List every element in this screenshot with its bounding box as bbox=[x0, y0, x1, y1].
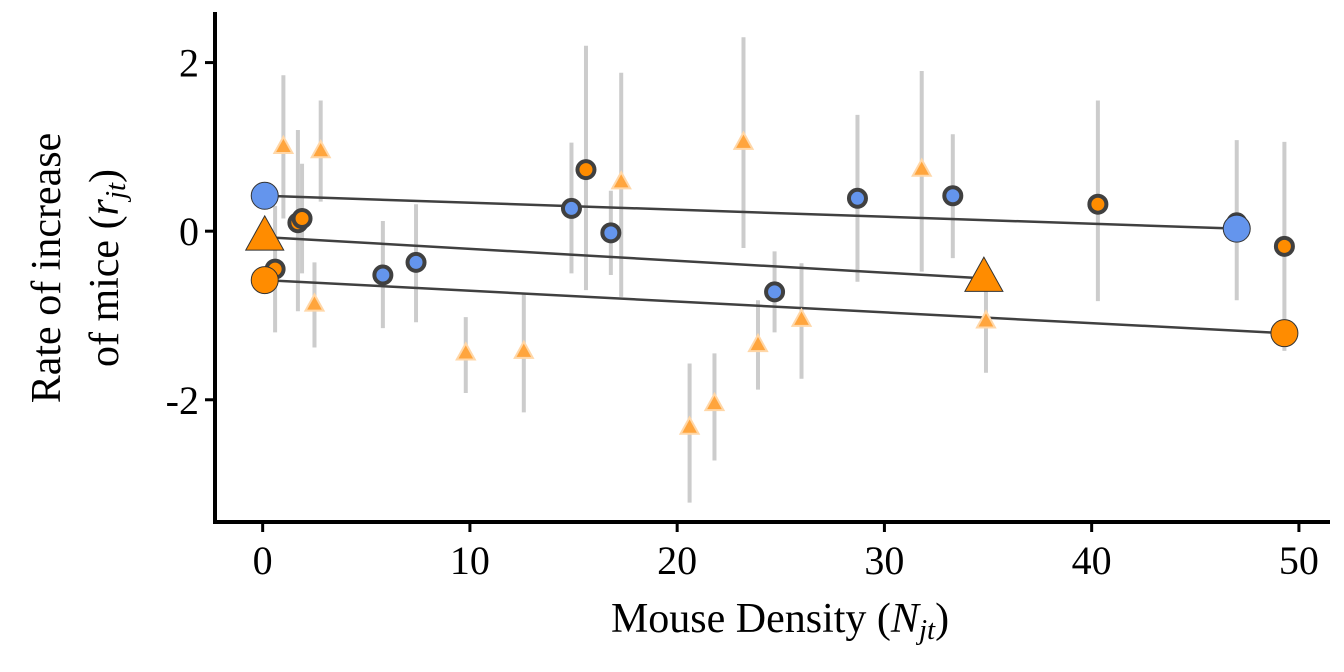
fit-endpoint-orange-circle-1 bbox=[1270, 319, 1299, 348]
point-orange-circles-3 bbox=[575, 159, 597, 181]
point-orange-triangles-0 bbox=[272, 134, 295, 155]
y-axis-title-prefix: of mice ( bbox=[82, 215, 128, 367]
point-orange-circles-2 bbox=[291, 208, 313, 230]
point-blue-circles-2 bbox=[560, 197, 582, 219]
point-orange-triangles-2 bbox=[309, 138, 332, 159]
fit-endpoint-orange-triangle-0 bbox=[244, 214, 285, 251]
y-tick-label-2: -2 bbox=[166, 378, 199, 423]
point-orange-triangles-9 bbox=[747, 332, 769, 353]
error-bars bbox=[273, 37, 1287, 503]
point-orange-triangles-5 bbox=[610, 170, 632, 190]
x-axis-title-prefix: Mouse Density ( bbox=[611, 596, 891, 642]
x-axis-title-suffix: ) bbox=[935, 596, 949, 642]
point-orange-triangles-4 bbox=[513, 339, 535, 359]
fit-endpoint-orange-circle-0 bbox=[250, 266, 279, 295]
y-axis-title-sub: jt bbox=[100, 182, 132, 203]
x-tick-label-0: 0 bbox=[253, 538, 273, 583]
point-orange-triangles-1 bbox=[303, 292, 326, 312]
y-tick-label-0: 2 bbox=[179, 41, 199, 86]
x-tick-label-2: 20 bbox=[657, 538, 697, 583]
point-blue-circles-5 bbox=[846, 187, 868, 209]
point-orange-triangles-6 bbox=[678, 415, 701, 435]
axes bbox=[205, 12, 1330, 532]
x-tick-label-1: 10 bbox=[450, 538, 490, 583]
x-axis-title: Mouse Density (Njt) bbox=[611, 596, 949, 646]
point-orange-triangles-8 bbox=[732, 130, 755, 150]
point-orange-triangles-12 bbox=[975, 309, 997, 329]
y-axis-title-suffix: ) bbox=[82, 169, 128, 183]
y-axis-title-line1: Rate of increase bbox=[24, 133, 70, 404]
x-tick-label-3: 30 bbox=[864, 538, 904, 583]
fit-endpoint-orange-triangle-1 bbox=[964, 256, 1004, 292]
fit-line-blue bbox=[264, 194, 1237, 230]
x-axis-title-sub: jt bbox=[915, 614, 936, 646]
fit-endpoint-blue-1 bbox=[1222, 214, 1251, 243]
fit-line-orange-circle bbox=[264, 278, 1285, 335]
data-points bbox=[264, 130, 1295, 435]
x-axis-title-var: N bbox=[890, 596, 921, 642]
fit-lines bbox=[264, 194, 1285, 335]
point-orange-triangles-7 bbox=[703, 391, 726, 412]
point-blue-circles-3 bbox=[600, 222, 622, 244]
y-axis-title-line2: of mice (rjt) bbox=[82, 169, 132, 367]
point-blue-circles-6 bbox=[942, 185, 964, 207]
y-axis-title-var: r bbox=[82, 198, 128, 215]
fit-line-orange-triangle bbox=[264, 235, 984, 280]
x-tick-label-5: 50 bbox=[1279, 538, 1319, 583]
point-orange-triangles-3 bbox=[455, 341, 477, 361]
point-orange-circles-5 bbox=[1273, 235, 1295, 257]
fit-endpoint-blue-0 bbox=[250, 181, 279, 210]
fit-endpoints bbox=[244, 181, 1299, 348]
point-blue-circles-4 bbox=[764, 281, 786, 303]
point-orange-triangles-10 bbox=[790, 307, 813, 327]
point-blue-circles-0 bbox=[372, 264, 394, 286]
point-orange-triangles-11 bbox=[911, 157, 933, 177]
x-tick-label-4: 40 bbox=[1072, 538, 1112, 583]
point-orange-circles-4 bbox=[1087, 193, 1109, 215]
point-blue-circles-1 bbox=[405, 251, 427, 273]
y-tick-label-1: 0 bbox=[179, 209, 199, 254]
